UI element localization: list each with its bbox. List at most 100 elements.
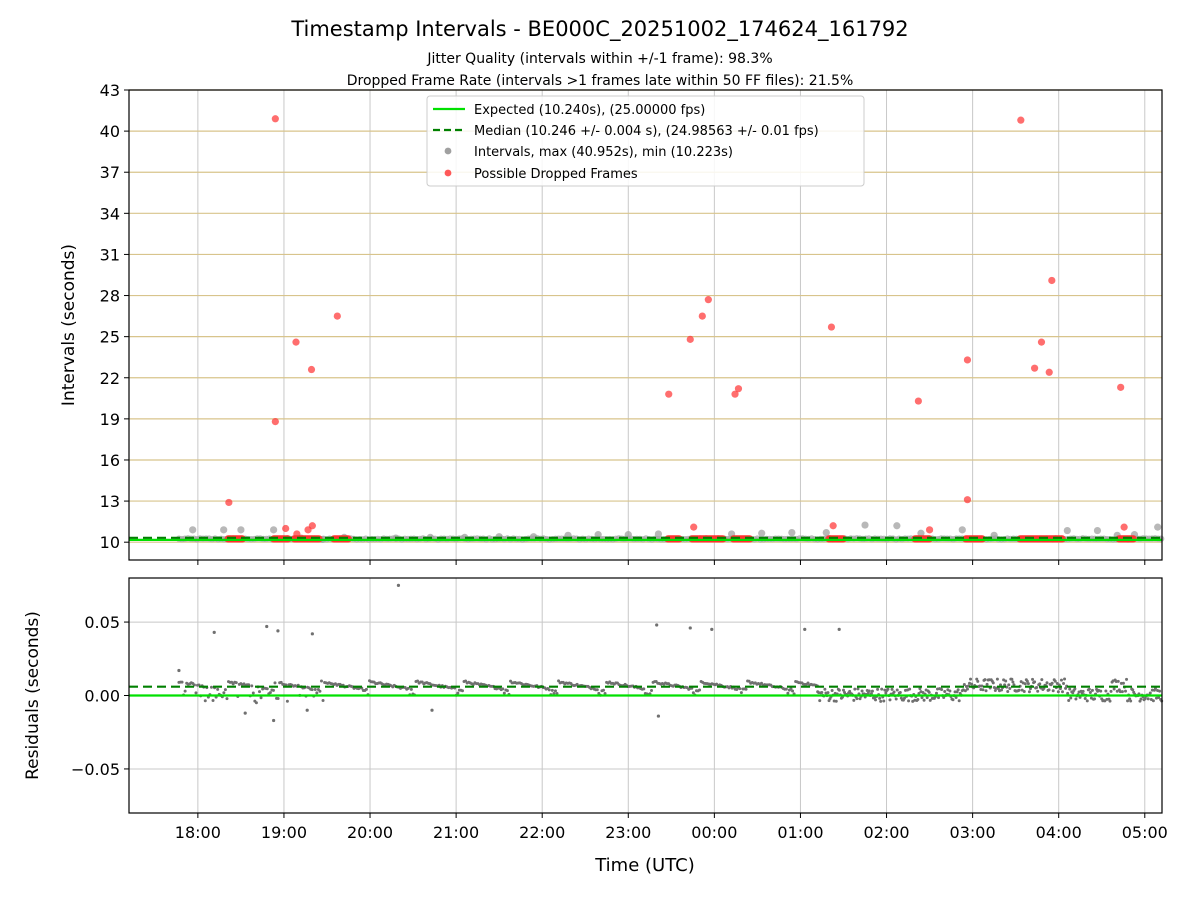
residual-point — [1069, 696, 1073, 700]
residual-point — [985, 682, 989, 686]
residual-point — [942, 696, 946, 700]
x-tick-label: 03:00 — [950, 823, 996, 842]
residual-point — [650, 688, 654, 692]
intervals-plot: 10 13 16 19 22 25 28 31 34 37 40 43 Intervals (seco… — [59, 81, 1165, 565]
x-tick-label: 22:00 — [519, 823, 565, 842]
residual-point — [268, 691, 272, 695]
interval-point — [822, 528, 830, 537]
residual-point — [1085, 699, 1089, 703]
intervals-y-tick-label: 16 — [100, 451, 120, 470]
residual-point — [1151, 699, 1155, 703]
residual-point — [908, 687, 912, 691]
residual-point — [957, 699, 961, 703]
interval-point — [1093, 526, 1102, 535]
residual-point — [276, 696, 280, 700]
residual-point — [1126, 699, 1130, 703]
intervals-ticks: 10 13 16 19 22 25 28 31 34 37 40 43 — [100, 81, 1146, 565]
residual-point — [965, 687, 969, 691]
interval-point — [990, 531, 998, 539]
legend-dropped-label: Possible Dropped Frames — [474, 167, 638, 182]
x-tick-label: 21:00 — [433, 823, 479, 842]
residual-point — [313, 687, 317, 691]
residual-point — [1045, 681, 1049, 685]
residual-point — [744, 687, 748, 691]
intervals-y-tick-label: 40 — [100, 122, 120, 141]
residual-point — [1090, 688, 1094, 692]
residual-point — [860, 689, 864, 693]
residual-point — [940, 688, 944, 692]
interval-point — [270, 526, 278, 534]
residual-outlier-point — [803, 627, 807, 632]
x-tick-label: 23:00 — [605, 823, 651, 842]
residual-point — [1148, 691, 1152, 695]
residual-point — [852, 698, 856, 702]
residual-outlier-point — [272, 718, 276, 723]
dropped-frame-point — [1120, 523, 1128, 531]
residual-point — [547, 688, 551, 692]
residual-point — [216, 687, 220, 691]
interval-point — [758, 529, 766, 537]
residual-point — [791, 689, 795, 693]
interval-point — [893, 522, 901, 530]
residual-point — [789, 687, 793, 691]
legend-intervals-swatch — [444, 147, 452, 155]
residual-point — [907, 699, 911, 703]
dropped-frame-point — [282, 524, 290, 533]
chart-subtitle-dropped: Dropped Frame Rate (intervals >1 frames … — [347, 73, 854, 89]
residual-point — [1157, 695, 1161, 699]
residual-point — [830, 688, 834, 692]
residual-point — [921, 691, 925, 695]
residual-point — [1007, 683, 1011, 687]
residual-point — [894, 697, 898, 701]
residual-point — [1112, 687, 1116, 691]
residual-point — [878, 696, 882, 700]
residual-point — [1006, 689, 1010, 693]
residual-point — [818, 699, 822, 703]
residual-point — [1109, 689, 1113, 693]
intervals-y-tick-label: 19 — [100, 410, 120, 429]
residual-point — [1000, 688, 1004, 692]
residual-point — [1129, 699, 1133, 703]
intervals-y-tick-label: 37 — [100, 163, 120, 182]
residual-point — [867, 689, 871, 693]
dropped-frame-point — [665, 390, 673, 398]
interval-point — [594, 531, 602, 539]
residual-point — [1040, 678, 1044, 682]
legend: Expected (10.240s), (25.00000 fps) Median… — [426, 95, 865, 187]
intervals-reference-lines — [129, 536, 1162, 541]
interval-point — [788, 528, 796, 537]
residual-point — [254, 701, 258, 705]
residual-point — [1023, 682, 1027, 686]
residuals-reference-lines — [129, 685, 1162, 697]
residual-point — [1068, 687, 1072, 691]
residuals-ticks: −0.05 0.00 0.05 18:00 19:00 20:00 21:00 22:00 23… — [71, 613, 1168, 842]
residual-point — [180, 680, 184, 684]
residual-point — [853, 687, 857, 691]
x-tick-label: 02:00 — [863, 823, 909, 842]
residual-point — [691, 691, 695, 695]
residual-point — [917, 692, 921, 696]
residual-outlier-point — [837, 627, 841, 632]
residual-point — [1027, 690, 1031, 694]
residual-point — [1060, 690, 1064, 694]
residual-point — [1035, 686, 1039, 690]
residual-point — [460, 689, 464, 693]
residual-point — [1051, 689, 1055, 693]
residual-point — [1038, 682, 1042, 686]
chart-title: Timestamp Intervals - BE000C_20251002_17… — [290, 17, 908, 42]
residuals-y-axis-label: Residuals (seconds) — [23, 611, 43, 780]
residual-point — [888, 698, 892, 702]
residual-point — [879, 699, 883, 703]
residual-point — [1124, 689, 1128, 693]
dropped-frame-point — [1048, 276, 1056, 285]
residual-outlier-point — [655, 623, 659, 627]
dropped-frame-point — [829, 522, 837, 530]
residual-point — [502, 691, 506, 695]
interval-point — [958, 526, 966, 534]
residual-point — [1047, 688, 1051, 692]
x-tick-label: 05:00 — [1122, 823, 1168, 842]
x-tick-label: 19:00 — [261, 823, 307, 842]
residual-point — [1036, 689, 1040, 693]
residual-point — [739, 691, 743, 695]
